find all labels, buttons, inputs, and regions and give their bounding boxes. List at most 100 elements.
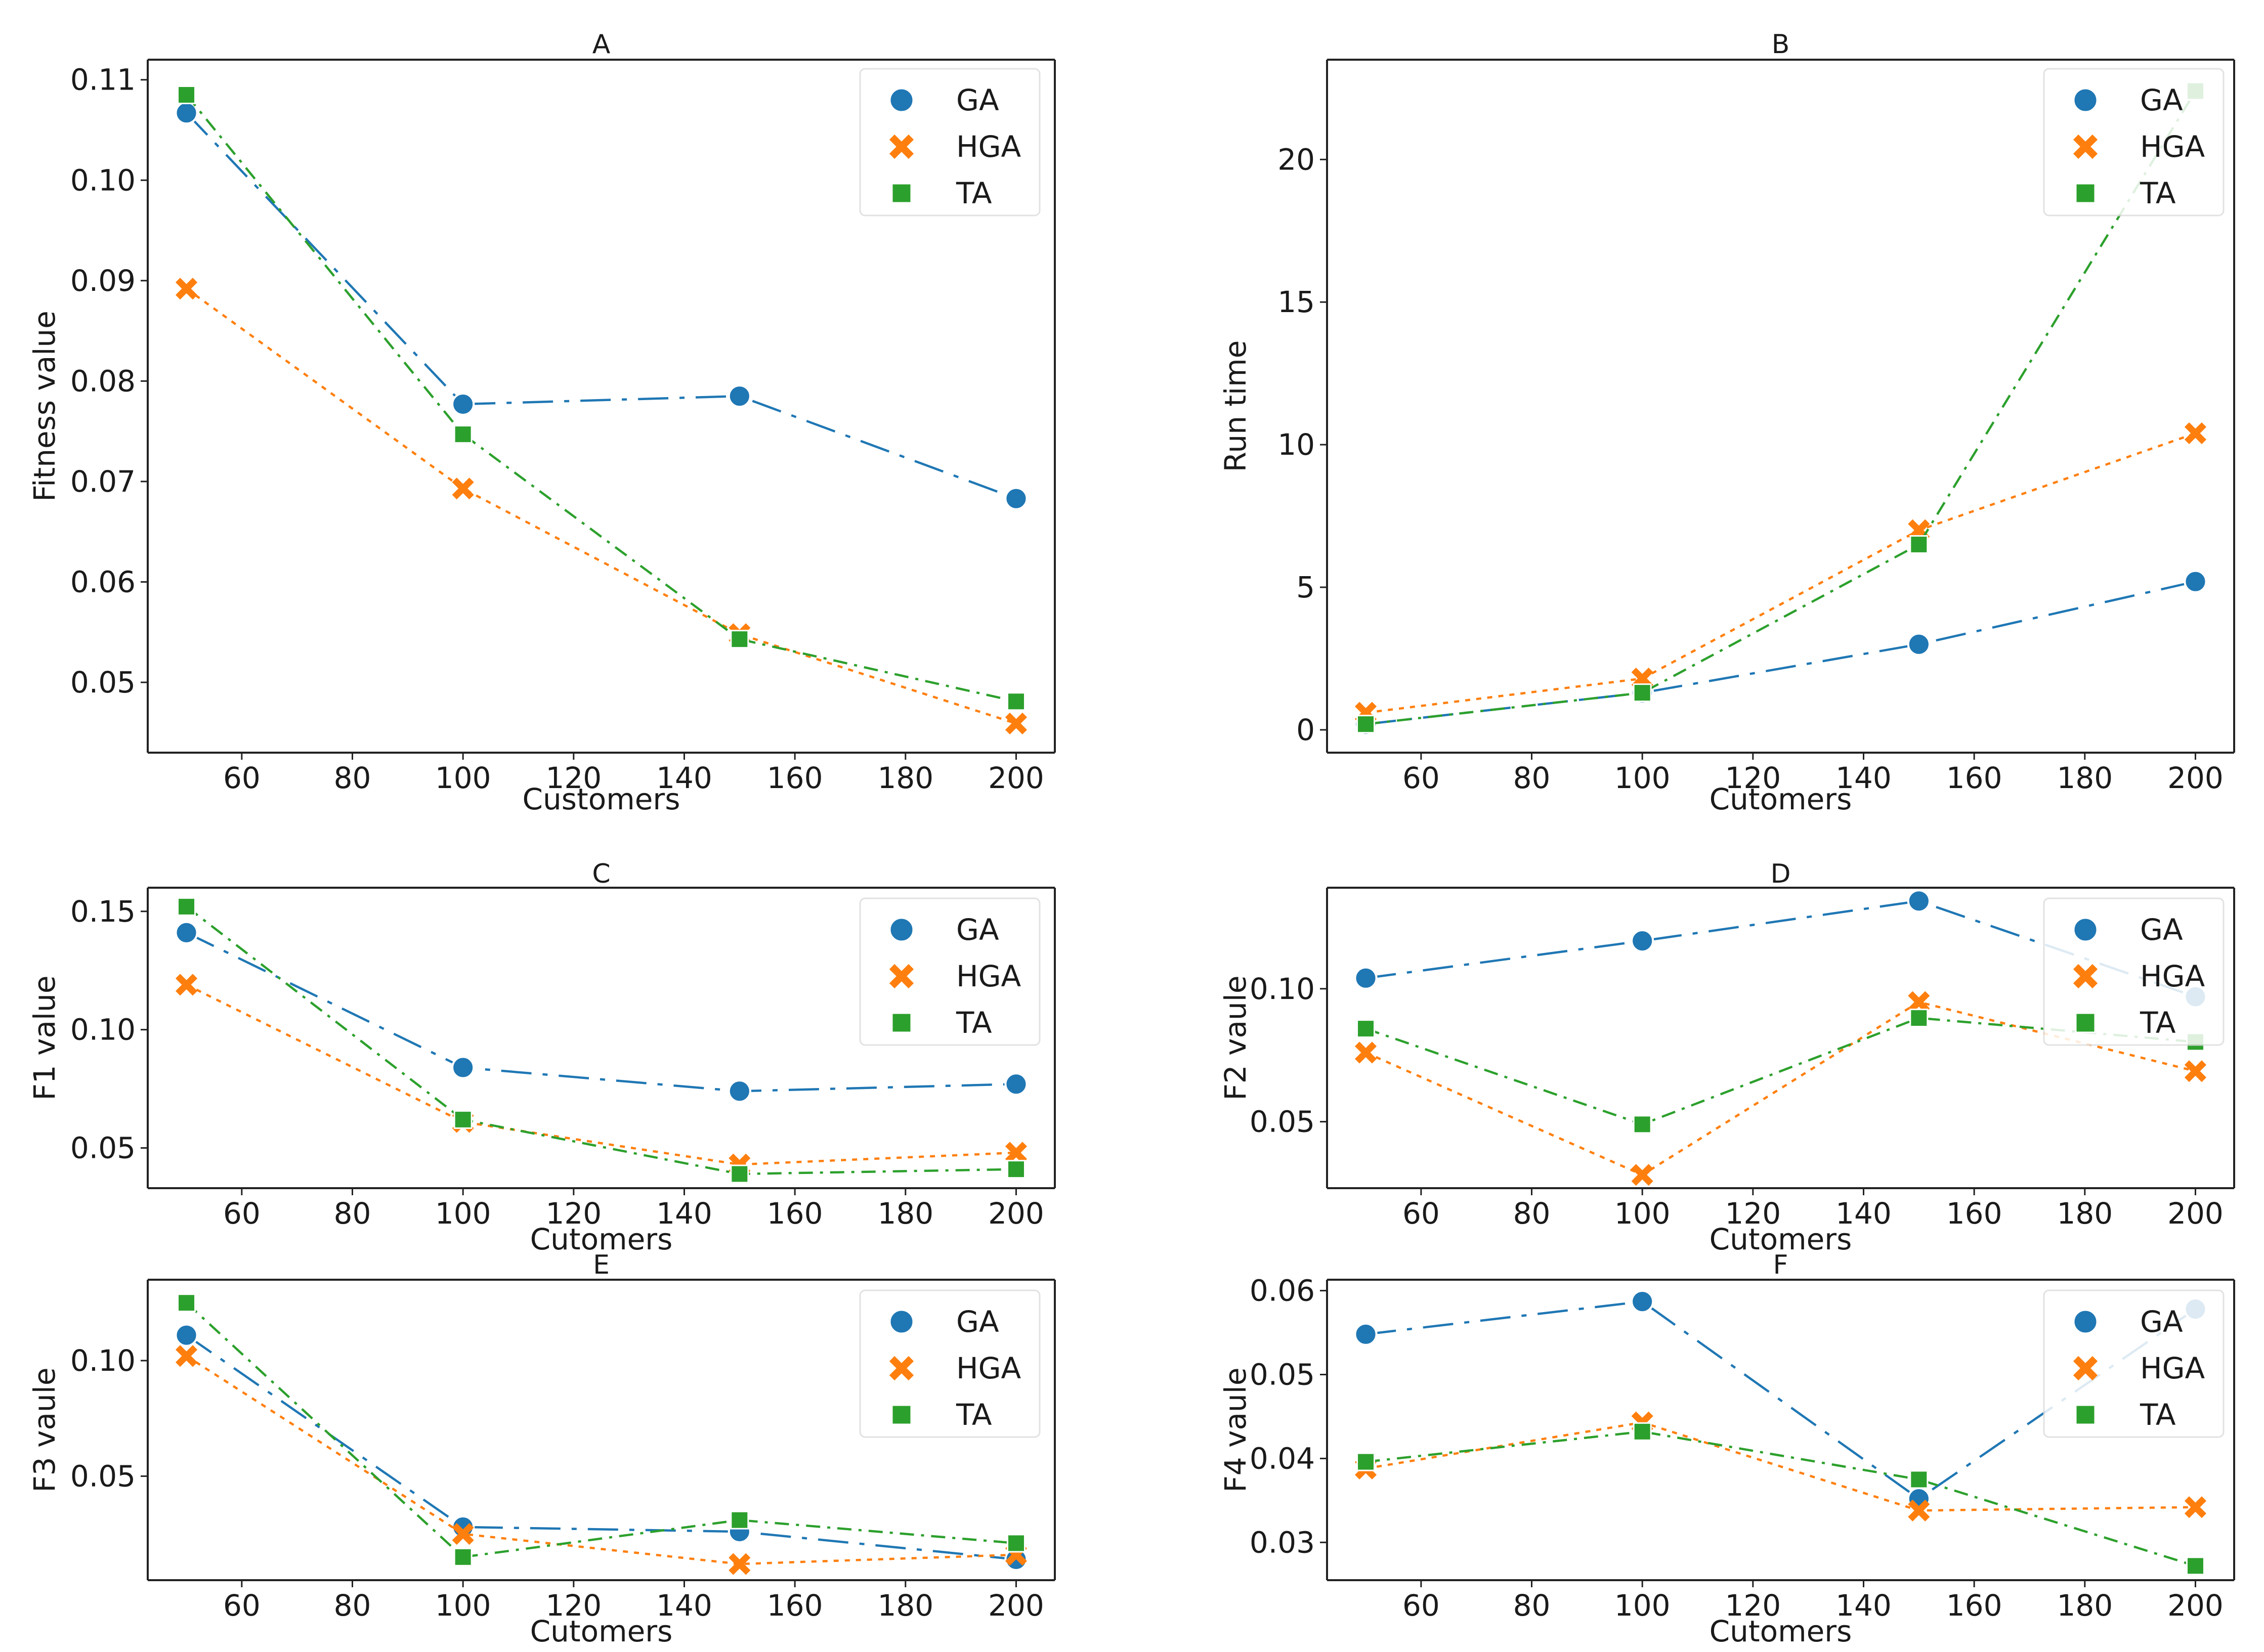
data-point-ga	[451, 1056, 475, 1079]
legend-marker-ga	[888, 87, 915, 113]
chart-panel-d: D 60 80 100 120 140 160 180 200 0.05 0.10 Cutomers F…	[1218, 859, 2235, 1256]
legend-label: GA	[2140, 912, 2183, 947]
y-tick-label: 10	[1277, 427, 1315, 462]
data-point-ta	[1909, 535, 1929, 554]
x-tick-label: 180	[2057, 761, 2113, 795]
y-tick-label: 0.10	[70, 1013, 136, 1047]
y-tick-label: 0.15	[70, 894, 136, 929]
legend-marker-ga	[2072, 1309, 2099, 1335]
x-tick-label: 160	[1946, 761, 2002, 795]
legend-marker-hga	[2073, 964, 2098, 989]
chart-panel-b: B 60 80 100 120 140 160 180 200 0 5 10 15 20 Cutomers R…	[1218, 29, 2235, 816]
data-point-ga	[2184, 570, 2207, 593]
legend-marker-hga	[889, 964, 914, 989]
data-point-ta	[1633, 1115, 1652, 1134]
x-tick-label: 60	[223, 1196, 261, 1231]
data-point-hga	[2184, 1496, 2207, 1518]
x-tick-label: 100	[435, 1196, 491, 1231]
y-tick-label: 0.08	[70, 364, 136, 398]
x-axis-label: Cutomers	[530, 1222, 673, 1256]
x-tick-label: 200	[2167, 1588, 2224, 1623]
data-point-ta	[1356, 1452, 1376, 1471]
data-point-ga	[1354, 966, 1378, 990]
x-axis-label: Cutomers	[1710, 1222, 1852, 1256]
y-tick-label: 0.10	[70, 163, 136, 197]
x-tick-label: 120	[545, 1196, 602, 1231]
series-line-ta	[1365, 90, 2197, 725]
legend-label: HGA	[2140, 1351, 2205, 1385]
x-tick-label: 200	[988, 761, 1044, 795]
legend-label: HGA	[956, 129, 1021, 164]
legend-label: HGA	[956, 959, 1021, 993]
series-line-ga	[1365, 1300, 2196, 1500]
data-point-ga	[1354, 1322, 1378, 1346]
legend-marker-ga	[888, 917, 915, 943]
data-point-hga	[2184, 1060, 2207, 1082]
series-line-hga	[1365, 1421, 2196, 1512]
x-tick-label: 180	[2057, 1196, 2113, 1231]
panel-title: F	[1773, 1250, 1788, 1280]
y-tick-label: 5	[1296, 570, 1315, 604]
y-tick-label: 0.05	[70, 1459, 136, 1493]
data-point-ta	[177, 85, 196, 104]
data-point-hga	[1354, 1041, 1377, 1064]
x-tick-label: 80	[334, 1196, 371, 1231]
data-point-hga	[1908, 991, 1930, 1013]
data-point-ta	[177, 897, 196, 916]
x-tick-label: 140	[1835, 761, 1892, 795]
data-point-ga	[728, 1079, 751, 1103]
data-point-ga	[1004, 1072, 1028, 1096]
y-tick-label: 0.09	[70, 264, 136, 298]
legend-marker-hga	[889, 1356, 914, 1381]
x-tick-label: 140	[1835, 1196, 1892, 1231]
legend-marker-ta	[2075, 1012, 2096, 1033]
data-point-ta	[177, 1293, 196, 1313]
y-axis-label: F4 vaule	[1218, 1367, 1253, 1492]
legend-marker-ga	[2072, 87, 2099, 113]
x-tick-label: 60	[1402, 1196, 1440, 1231]
data-point-hga	[1005, 712, 1028, 734]
data-point-ga	[1907, 632, 1931, 656]
legend-label: TA	[2140, 1398, 2176, 1432]
x-tick-label: 80	[334, 1588, 371, 1623]
legend-marker-ta	[2075, 1404, 2096, 1425]
x-tick-label: 140	[656, 1588, 712, 1623]
legend-label: TA	[956, 176, 992, 210]
legend-marker-ta	[2075, 183, 2096, 204]
data-point-ga	[451, 392, 475, 416]
series-line-hga	[1365, 432, 2196, 714]
x-axis-label: Cutomers	[530, 1614, 673, 1648]
x-tick-label: 140	[656, 761, 712, 795]
x-tick-label: 180	[877, 761, 933, 795]
data-point-ta	[1356, 1019, 1376, 1038]
x-tick-label: 100	[1614, 1196, 1671, 1231]
x-tick-label: 120	[545, 761, 602, 795]
chart-panel-c: C 60 80 100 120 140 160 180 200 0.05 0.10 0.15 Cutom…	[27, 859, 1056, 1256]
data-point-hga	[452, 1523, 474, 1545]
data-point-ta	[1006, 692, 1026, 711]
legend: GA HGA TA	[2043, 1289, 2225, 1438]
x-axis-label: Cutomers	[1710, 1614, 1852, 1648]
x-tick-label: 60	[1402, 761, 1440, 795]
legend-label: GA	[2140, 1305, 2183, 1339]
x-axis-label: Customers	[523, 782, 680, 816]
data-point-ta	[453, 1110, 473, 1129]
x-tick-label: 200	[988, 1588, 1044, 1623]
data-point-ta	[1909, 1009, 1929, 1028]
y-tick-label: 0.06	[70, 564, 136, 599]
series-line-hga	[186, 983, 1016, 1166]
x-tick-label: 160	[1946, 1588, 2002, 1623]
panel-title: B	[1772, 29, 1790, 60]
data-point-ta	[1909, 1470, 1929, 1489]
chart-panel-a: A 60 80 100 120 140 160 180 200 0.05 0.06 0.07 0.08 0…	[27, 29, 1056, 816]
data-point-hga	[175, 1345, 198, 1367]
legend-label: GA	[956, 1305, 999, 1339]
x-tick-label: 100	[435, 761, 491, 795]
data-point-hga	[1908, 1499, 1930, 1521]
data-point-ga	[728, 384, 751, 408]
data-point-ta	[730, 630, 749, 649]
data-point-ga	[175, 1323, 198, 1347]
y-tick-label: 15	[1277, 285, 1315, 319]
x-tick-label: 160	[767, 1588, 823, 1623]
